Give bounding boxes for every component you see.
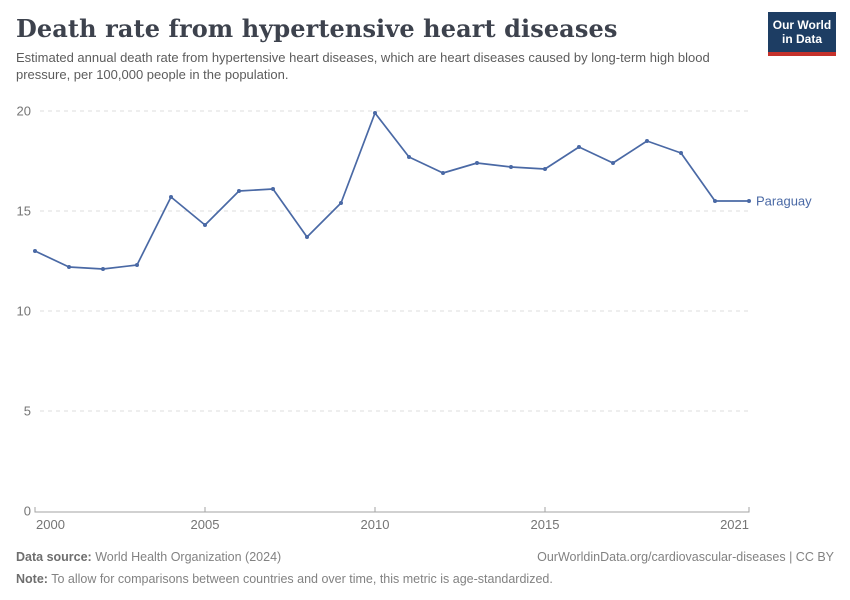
series-end-label[interactable]: Paraguay <box>756 194 812 209</box>
chart-header: Death rate from hypertensive heart disea… <box>16 14 740 83</box>
data-point-2014[interactable] <box>509 165 513 169</box>
data-source-label: Data source: <box>16 549 92 564</box>
data-point-2013[interactable] <box>475 161 479 165</box>
logo-text-line1: Our World <box>772 18 832 32</box>
data-point-2000[interactable] <box>33 249 37 253</box>
data-point-2019[interactable] <box>679 151 683 155</box>
x-tick-label-2015: 2015 <box>531 517 560 532</box>
data-point-2012[interactable] <box>441 171 445 175</box>
footnote-value: To allow for comparisons between countri… <box>47 571 553 586</box>
y-tick-label-5: 5 <box>24 404 31 419</box>
data-point-2003[interactable] <box>135 263 139 267</box>
y-tick-label-20: 20 <box>17 104 31 119</box>
data-point-2011[interactable] <box>407 155 411 159</box>
y-tick-label-0: 0 <box>24 504 31 519</box>
data-point-2021[interactable] <box>747 199 751 203</box>
data-point-2006[interactable] <box>237 189 241 193</box>
owid-logo[interactable]: Our World in Data <box>768 12 836 57</box>
data-point-2010[interactable] <box>373 111 377 115</box>
line-paraguay[interactable] <box>34 112 750 270</box>
data-point-2005[interactable] <box>203 223 207 227</box>
footnote: Note: To allow for comparisons between c… <box>16 571 834 587</box>
data-source: Data source: World Health Organization (… <box>16 549 281 565</box>
data-point-2004[interactable] <box>169 195 173 199</box>
data-source-value: World Health Organization (2024) <box>91 549 282 564</box>
axis-labels: 0 5 10 15 20 2000 2005 2010 2015 2021 <box>17 104 749 533</box>
y-tick-label-10: 10 <box>17 304 31 319</box>
data-point-2002[interactable] <box>101 267 105 271</box>
x-axis <box>34 507 750 513</box>
data-point-2001[interactable] <box>67 265 71 269</box>
data-point-2020[interactable] <box>713 199 717 203</box>
page-title: Death rate from hypertensive heart disea… <box>16 14 618 43</box>
chart-subtitle: Estimated annual death rate from hyperte… <box>16 50 710 82</box>
data-point-2018[interactable] <box>645 139 649 143</box>
footnote-label: Note: <box>16 571 48 586</box>
x-tick-label-2021: 2021 <box>720 517 749 532</box>
series-paraguay[interactable]: Paraguay <box>33 111 812 271</box>
data-point-2016[interactable] <box>577 145 581 149</box>
x-tick-label-2005: 2005 <box>191 517 220 532</box>
gridlines <box>40 110 748 412</box>
data-point-2008[interactable] <box>305 235 309 239</box>
x-tick-label-2010: 2010 <box>361 517 390 532</box>
y-tick-label-15: 15 <box>17 204 31 219</box>
data-point-2009[interactable] <box>339 201 343 205</box>
chart-footer: Data source: World Health Organization (… <box>16 549 834 588</box>
attribution-link[interactable]: OurWorldinData.org/cardiovascular-diseas… <box>537 549 834 564</box>
data-point-2017[interactable] <box>611 161 615 165</box>
data-point-2015[interactable] <box>543 167 547 171</box>
data-point-2007[interactable] <box>271 187 275 191</box>
logo-text-line2: in Data <box>781 32 822 47</box>
logo-red-stripe <box>768 52 836 57</box>
x-tick-label-2000: 2000 <box>36 517 65 532</box>
x-axis-line <box>34 507 750 513</box>
